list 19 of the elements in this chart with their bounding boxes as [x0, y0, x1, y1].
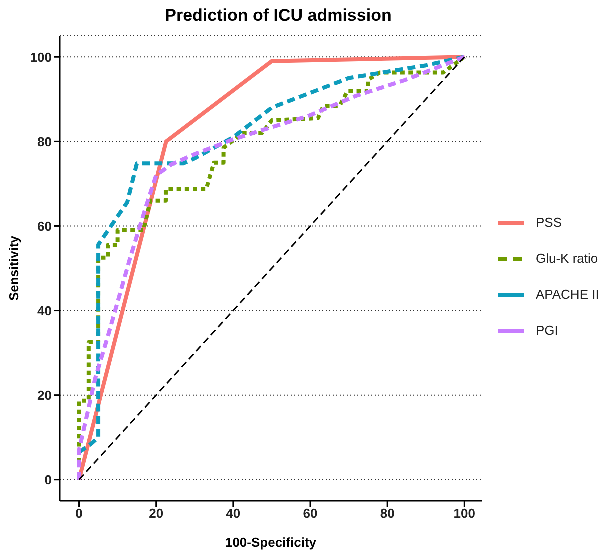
legend-label: APACHE II	[536, 287, 600, 302]
x-tick-label: 80	[380, 506, 395, 522]
y-tick-label: 100	[30, 50, 52, 65]
chart-title: Prediction of ICU admission	[164, 6, 393, 26]
x-tick-label: 40	[226, 506, 241, 522]
x-axis-title: 100-Specificity	[225, 535, 318, 550]
legend-label: Glu-K ratio	[536, 251, 598, 266]
y-tick-label: 80	[38, 134, 52, 150]
y-tick-label: 40	[38, 303, 52, 318]
x-tick-label: 100	[454, 506, 476, 522]
legend-label: PSS	[536, 215, 562, 230]
y-tick-label: 60	[38, 218, 52, 234]
y-axis-title: Sensitivity	[6, 235, 22, 302]
x-tick-label: 60	[303, 506, 318, 522]
x-tick-label: 20	[149, 506, 164, 522]
y-tick-label: 0	[44, 472, 52, 488]
y-tick-label: 20	[38, 388, 52, 403]
x-tick-label: 0	[76, 506, 83, 522]
legend-label: PGI	[536, 323, 558, 338]
